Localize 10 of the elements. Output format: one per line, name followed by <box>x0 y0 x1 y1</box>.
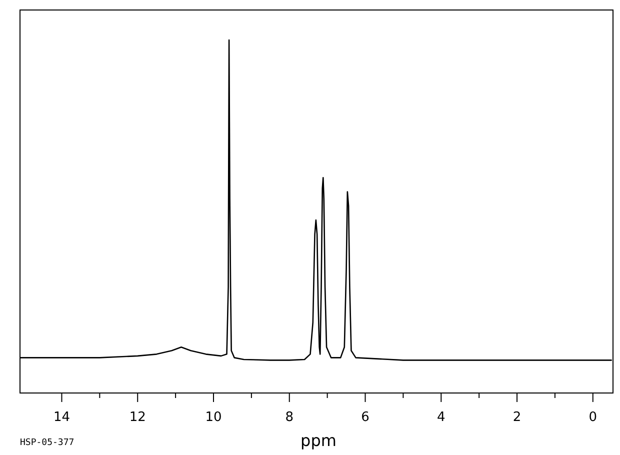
x-tick-label: 14 <box>53 410 70 425</box>
x-tick-label: 8 <box>285 410 294 425</box>
x-tick-label: 10 <box>205 410 222 425</box>
x-tick-label: 4 <box>436 410 446 425</box>
x-tick-label: 0 <box>588 410 598 425</box>
x-axis-title: ppm <box>300 431 336 450</box>
x-tick-label: 6 <box>361 410 370 425</box>
x-tick-label: 12 <box>129 410 146 425</box>
text: HSP-05-377 <box>20 438 74 448</box>
x-tick-label: 2 <box>512 410 522 425</box>
